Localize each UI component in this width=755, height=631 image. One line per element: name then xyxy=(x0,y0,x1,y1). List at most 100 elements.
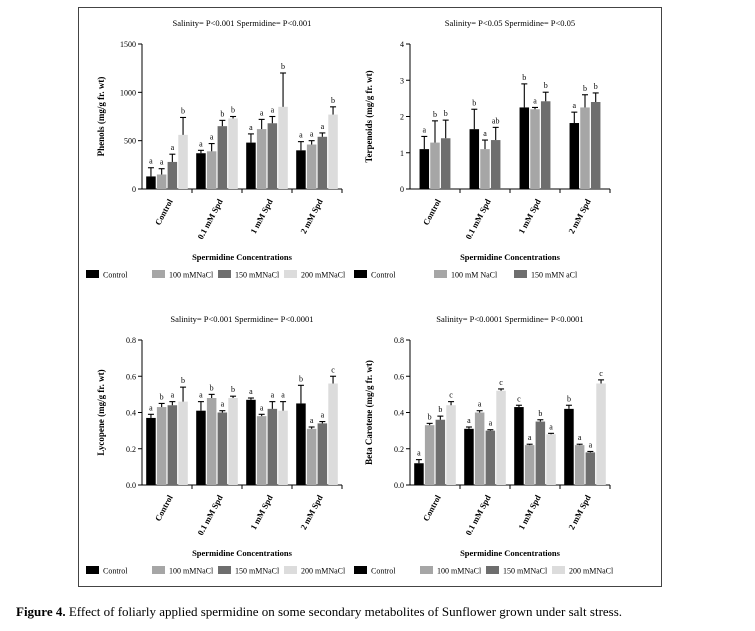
bar xyxy=(306,144,317,189)
significance-letter: b xyxy=(231,385,235,394)
legend-swatch xyxy=(284,270,297,278)
significance-letter: c xyxy=(599,369,603,378)
bar xyxy=(246,399,256,485)
significance-letter: a xyxy=(149,403,153,412)
significance-letter: a xyxy=(310,130,314,139)
y-axis-label: Phenols (mg/g fr. wt) xyxy=(96,77,106,157)
significance-letter: c xyxy=(499,378,503,387)
x-tick-label: Control xyxy=(153,197,175,227)
significance-letter: a xyxy=(260,108,264,117)
significance-letter: a xyxy=(221,400,225,409)
x-axis-label: Spermidine Concentrations xyxy=(192,252,293,262)
y-tick-label: 0.6 xyxy=(394,372,404,381)
significance-letter: a xyxy=(549,422,553,431)
significance-letter: a xyxy=(210,133,214,142)
bar xyxy=(440,138,451,189)
significance-letter: b xyxy=(444,109,448,118)
x-axis-label: Spermidine Concentrations xyxy=(460,252,561,262)
significance-letter: b xyxy=(210,383,214,392)
x-tick-label: 2 mM Spd xyxy=(298,197,325,235)
y-tick-label: 1 xyxy=(400,149,404,158)
legend-label: 150 mMNaCl xyxy=(503,567,548,576)
bar xyxy=(256,416,267,485)
legend-swatch xyxy=(86,270,99,278)
significance-letter: a xyxy=(417,449,421,458)
bar xyxy=(306,428,317,485)
legend-label: 100 mMNaCl xyxy=(169,271,214,280)
legend-swatch xyxy=(284,566,297,574)
bar xyxy=(296,150,306,189)
significance-letter: b xyxy=(428,412,432,421)
significance-letter: b xyxy=(567,394,571,403)
bar xyxy=(519,107,530,189)
significance-letter: b xyxy=(160,392,164,401)
y-axis-label: Terpenoids (mg/g fr. wt) xyxy=(364,70,374,162)
significance-letter: b xyxy=(181,376,185,385)
legend-label: 200 mMNaCl xyxy=(569,567,614,576)
significance-letter: a xyxy=(149,157,153,166)
caption-label: Figure 4. xyxy=(16,604,66,619)
significance-letter: a xyxy=(467,416,471,425)
y-tick-label: 0.0 xyxy=(126,481,136,490)
significance-letter: b xyxy=(331,96,335,105)
significance-letter: b xyxy=(181,106,185,115)
x-tick-label: 0.1 mM Spd xyxy=(195,493,225,537)
significance-letter: a xyxy=(483,129,487,138)
bar xyxy=(206,398,217,485)
legend-swatch xyxy=(420,566,433,574)
significance-letter: a xyxy=(533,96,537,105)
bar xyxy=(590,102,601,189)
bar xyxy=(217,412,228,485)
bar xyxy=(146,417,156,485)
bar xyxy=(580,107,590,189)
bar xyxy=(474,412,485,485)
significance-letter: a xyxy=(281,391,285,400)
significance-letter: a xyxy=(160,158,164,167)
significance-letter: a xyxy=(589,440,593,449)
y-tick-label: 0.2 xyxy=(394,445,404,454)
bar xyxy=(167,405,178,485)
x-tick-label: 0.1 mM Spd xyxy=(463,493,493,537)
significance-letter: a xyxy=(271,391,275,400)
y-tick-label: 3 xyxy=(400,76,404,85)
y-tick-label: 0.4 xyxy=(126,409,136,418)
legend-swatch xyxy=(218,566,231,574)
significance-letter: a xyxy=(573,101,577,110)
bar xyxy=(228,398,238,485)
significance-letter: a xyxy=(199,391,203,400)
y-tick-label: 0.4 xyxy=(394,409,404,418)
legend-label: 150 mMN aCl xyxy=(531,271,578,280)
significance-letter: c xyxy=(331,365,335,374)
legend-label: 150 mMNaCl xyxy=(235,271,280,280)
significance-letter: b xyxy=(583,84,587,93)
significance-letter: a xyxy=(171,391,175,400)
significance-letter: b xyxy=(472,98,476,107)
bar xyxy=(596,383,606,485)
x-tick-label: 2 mM Spd xyxy=(566,493,593,531)
bar xyxy=(267,123,278,189)
legend-label: 100 mMNaCl xyxy=(437,567,482,576)
x-tick-label: 1 mM Spd xyxy=(248,197,275,235)
chart-title: Salinity= P<0.001 Spermidine= P<0.001 xyxy=(173,18,312,28)
bar xyxy=(514,407,524,485)
significance-letter: b xyxy=(231,106,235,115)
x-tick-label: 1 mM Spd xyxy=(516,493,543,531)
bar xyxy=(419,149,430,189)
y-tick-label: 0.8 xyxy=(126,336,136,345)
bar xyxy=(485,430,496,485)
significance-letter: a xyxy=(528,433,532,442)
bar xyxy=(490,140,501,189)
bar xyxy=(196,410,206,485)
legend-label: Control xyxy=(371,271,396,280)
bar xyxy=(564,408,574,485)
y-tick-label: 0 xyxy=(132,185,136,194)
significance-letter: a xyxy=(478,400,482,409)
bar xyxy=(524,445,535,485)
bar xyxy=(530,109,540,189)
significance-letter: a xyxy=(423,125,427,134)
legend-label: 200 mMNaCl xyxy=(301,567,346,576)
bar xyxy=(424,425,435,485)
chart-title: Salinity= P<0.0001 Spermidine= P<0.0001 xyxy=(436,314,583,324)
significance-letter: ab xyxy=(492,116,500,125)
significance-letter: a xyxy=(260,403,264,412)
